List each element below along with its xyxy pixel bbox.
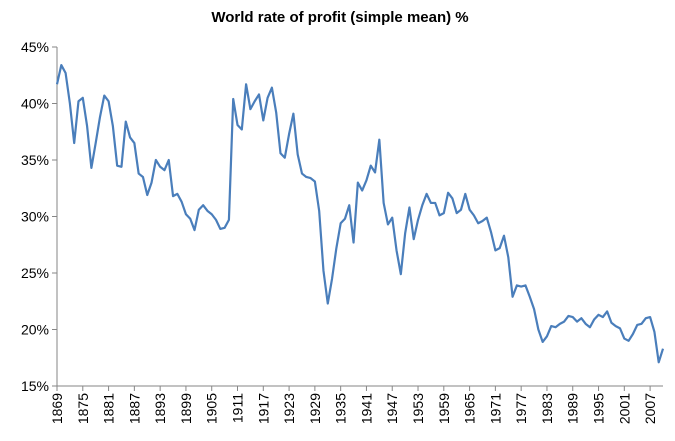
data-line: [55, 63, 665, 364]
x-tick-label: 1893: [152, 393, 168, 424]
x-tick-label: 1929: [307, 393, 323, 424]
x-tick-label: 1983: [539, 393, 555, 424]
x-tick-label: 2001: [616, 393, 632, 424]
x-tick-label: 1905: [204, 393, 220, 424]
y-tick-label: 20%: [21, 322, 49, 338]
x-tick-label: 1965: [462, 393, 478, 424]
y-tick-label: 45%: [21, 39, 49, 55]
x-tick-label: 1941: [358, 393, 374, 424]
x-tick-label: 1911: [230, 393, 246, 423]
x-tick-label: 1953: [410, 393, 426, 424]
x-tick-label: 1935: [333, 393, 349, 424]
x-tick-label: 1971: [487, 393, 503, 424]
x-tick-label: 1881: [101, 393, 117, 424]
x-tick-label: 1875: [75, 393, 91, 424]
x-tick-label: 2007: [642, 393, 658, 424]
x-tick-label: 1995: [591, 393, 607, 424]
y-tick-label: 40%: [21, 96, 49, 112]
x-tick-label: 1869: [49, 393, 65, 424]
x-tick-label: 1917: [255, 393, 271, 424]
x-tick-label: 1923: [281, 393, 297, 424]
y-tick-label: 25%: [21, 265, 49, 281]
y-tick-label: 15%: [21, 378, 49, 394]
x-tick-label: 1959: [436, 393, 452, 424]
x-tick-label: 1899: [178, 393, 194, 424]
chart-title: World rate of profit (simple mean) %: [211, 9, 468, 26]
x-tick-label: 1947: [384, 393, 400, 424]
x-tick-label: 1977: [513, 393, 529, 424]
y-tick-label: 35%: [21, 152, 49, 168]
x-tick-label: 1887: [126, 393, 142, 424]
x-tick-label: 1989: [565, 393, 581, 424]
y-tick-label: 30%: [21, 209, 49, 225]
